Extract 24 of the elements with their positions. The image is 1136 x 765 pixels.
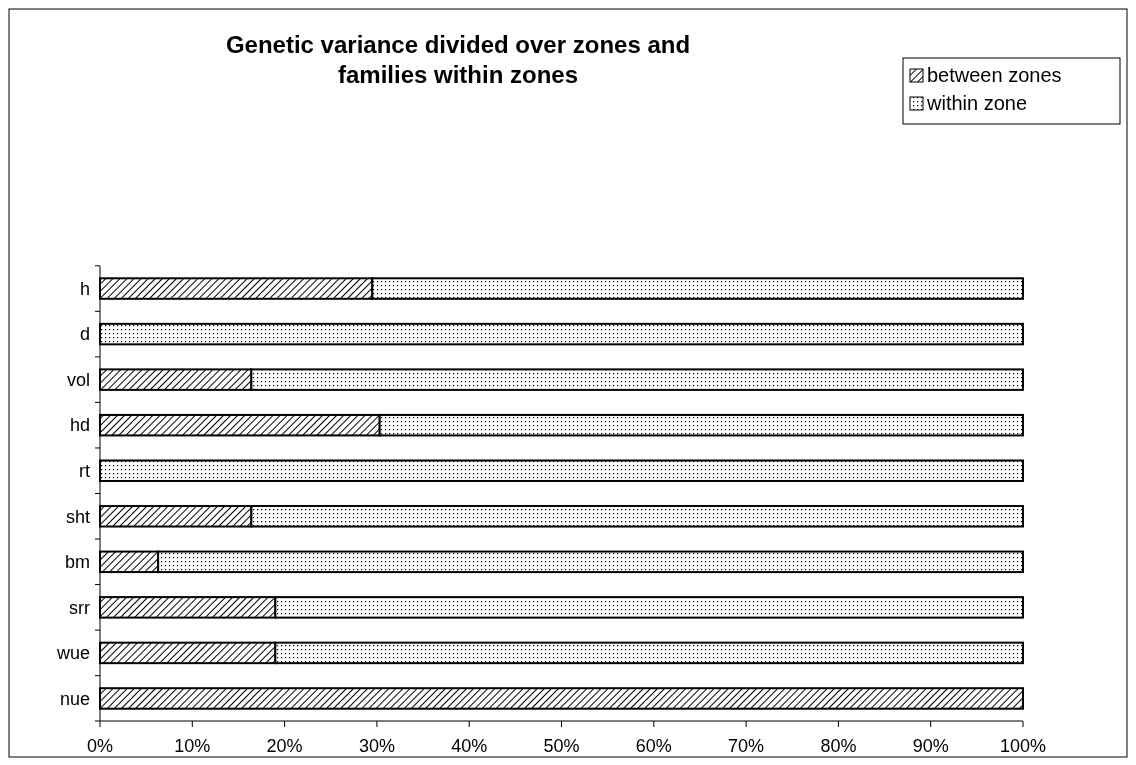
y-tick-label: wue — [55, 643, 90, 664]
y-tick-label: bm — [64, 552, 90, 573]
y-tick-label: rt — [79, 461, 90, 482]
legend-label: between zones — [927, 64, 1062, 86]
x-tick-label: 10% — [174, 736, 211, 756]
x-tick-label: 30% — [358, 736, 395, 756]
y-tick-label: hd — [69, 415, 90, 436]
x-tick-label: 40% — [451, 736, 488, 756]
legend-label: within zone — [926, 92, 1028, 114]
y-tick-label: vol — [66, 369, 90, 390]
x-tick-label: 100% — [999, 736, 1047, 756]
chart-title: Genetic variance divided over zones and families within zones — [225, 31, 691, 88]
x-tick-label: 60% — [635, 736, 672, 756]
x-tick-label: 70% — [728, 736, 765, 756]
x-tick-label: 20% — [266, 736, 303, 756]
y-tick-label: h — [79, 278, 90, 299]
x-tick-label: 90% — [912, 736, 949, 756]
y-tick-label: d — [79, 324, 90, 345]
y-tick-label: srr — [69, 597, 90, 618]
y-tick-label: nue — [59, 688, 90, 709]
x-tick-label: 0% — [86, 736, 114, 756]
x-tick-label: 50% — [543, 736, 580, 756]
x-tick-label: 80% — [820, 736, 857, 756]
y-tick-label: sht — [65, 506, 90, 527]
